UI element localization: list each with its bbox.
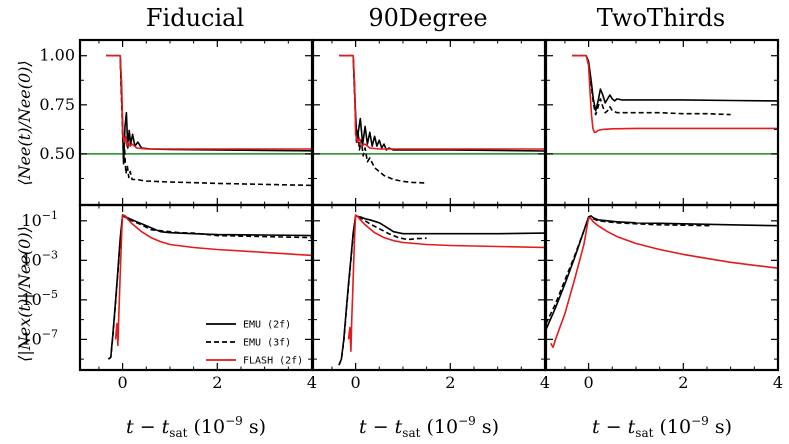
series-line-emu-3f [338,216,427,366]
series-line-flash-2f [114,214,312,347]
y-tick-exponent: −3 [42,248,58,261]
x-axis-label: t − tsat (10−9 s) [359,414,499,440]
x-tick-label: 4 [773,373,783,392]
plot-area [546,54,778,155]
series-line-emu-2f [572,54,778,112]
series-line-emu-3f [546,216,712,324]
x-axis-label-tail: s) [476,416,499,438]
ylabel-top-text: ⟨Nee(t)/Nee(0)⟩ [15,60,34,185]
plot-area [80,54,312,187]
y-tick-label: 0.50 [39,144,75,163]
series-line-emu-2f [546,215,778,330]
x-axis-label-main: t − t [126,416,170,438]
legend-label-emu-2f: EMU (2f) [243,320,291,331]
x-axis-label-exp: −9 [691,414,709,428]
series-line-flash-2f [572,54,778,134]
x-axis-label-sub: sat [635,426,653,440]
ylabel-top: ⟨Nee(t)/Nee(0)⟩ [15,60,34,185]
column-title-fiducial: Fiducial [146,4,244,32]
x-tick-label: 4 [307,373,317,392]
x-axis-label-sub: sat [402,426,420,440]
panel-frame [311,38,547,207]
plot-area [338,214,545,366]
series-line-emu-3f [106,54,312,187]
x-axis-label-main: t − t [359,416,403,438]
legend-label-emu-3f: EMU (3f) [243,338,291,349]
ylabel-bottom: ⟨|Nex(t)|/Nee(0)⟩ [15,226,34,362]
y-tick-label: 10−1 [21,209,58,230]
panel-frame [544,38,780,207]
x-axis-label-sub: sat [169,426,187,440]
x-axis-label-exp: −9 [458,414,476,428]
series-line-flash-2f [106,54,312,150]
series-line-flash-2f [550,217,778,349]
y-tick-label: 10−5 [21,288,58,309]
x-tick-label: 0 [584,373,594,392]
panel-r0-c2 [544,38,780,207]
x-axis-label-exp: −9 [225,414,243,428]
y-tick-label: 10−7 [21,327,58,348]
x-axis-label-units: (10 [420,416,458,438]
y-tick-exponent: −5 [42,288,58,301]
series-line-emu-3f [339,54,427,184]
ylabel-bottom-text: ⟨|Nex(t)|/Nee(0)⟩ [15,226,34,362]
panel-r1-c2: 0 2 4 [544,203,783,392]
x-tick-label: 0 [351,373,361,392]
x-tick-label: 2 [445,373,455,392]
x-tick-label: 0 [118,373,128,392]
series-line-emu-3f [107,215,312,360]
series-line-emu-2f [338,215,545,366]
plot-area [107,214,312,360]
y-tick-label: 0.75 [39,95,75,114]
x-tick-label: 2 [212,373,222,392]
series-line-emu-2f [339,54,545,152]
x-tick-label: 2 [678,373,688,392]
y-tick-exponent: −1 [42,209,58,222]
y-tick-exponent: −7 [42,327,58,340]
legend-label-flash-2f: FLASH (2f) [243,356,303,367]
x-axis-label-tail: s) [709,416,732,438]
panel-frame [544,203,780,372]
y-tick-label: 1.00 [39,46,75,65]
x-axis-label: t − tsat (10−9 s) [126,414,266,440]
panel-r0-c0: 1.00 0.75 0.50 [39,38,314,207]
x-axis-label-units: (10 [653,416,691,438]
x-axis-label-tail: s) [243,416,266,438]
panel-frame [78,38,314,207]
x-axis-label-units: (10 [187,416,225,438]
x-tick-label: 4 [540,373,550,392]
column-title-90degree: 90Degree [368,4,487,32]
series-line-flash-2f [347,214,545,353]
plot-area [313,54,545,184]
panel-r0-c1 [311,38,547,207]
panel-r1-c1: 0 2 4 [311,203,550,392]
x-axis-label: t − tsat (10−9 s) [592,414,732,440]
series-line-flash-2f [339,54,545,150]
x-axis-label-main: t − t [592,416,636,438]
plot-area [546,215,778,349]
series-line-emu-3f [572,54,731,116]
y-tick-label: 10−3 [21,248,58,269]
legend: EMU (2f) EMU (3f) FLASH (2f) [206,320,303,367]
column-title-twothirds: TwoThirds [597,4,725,32]
